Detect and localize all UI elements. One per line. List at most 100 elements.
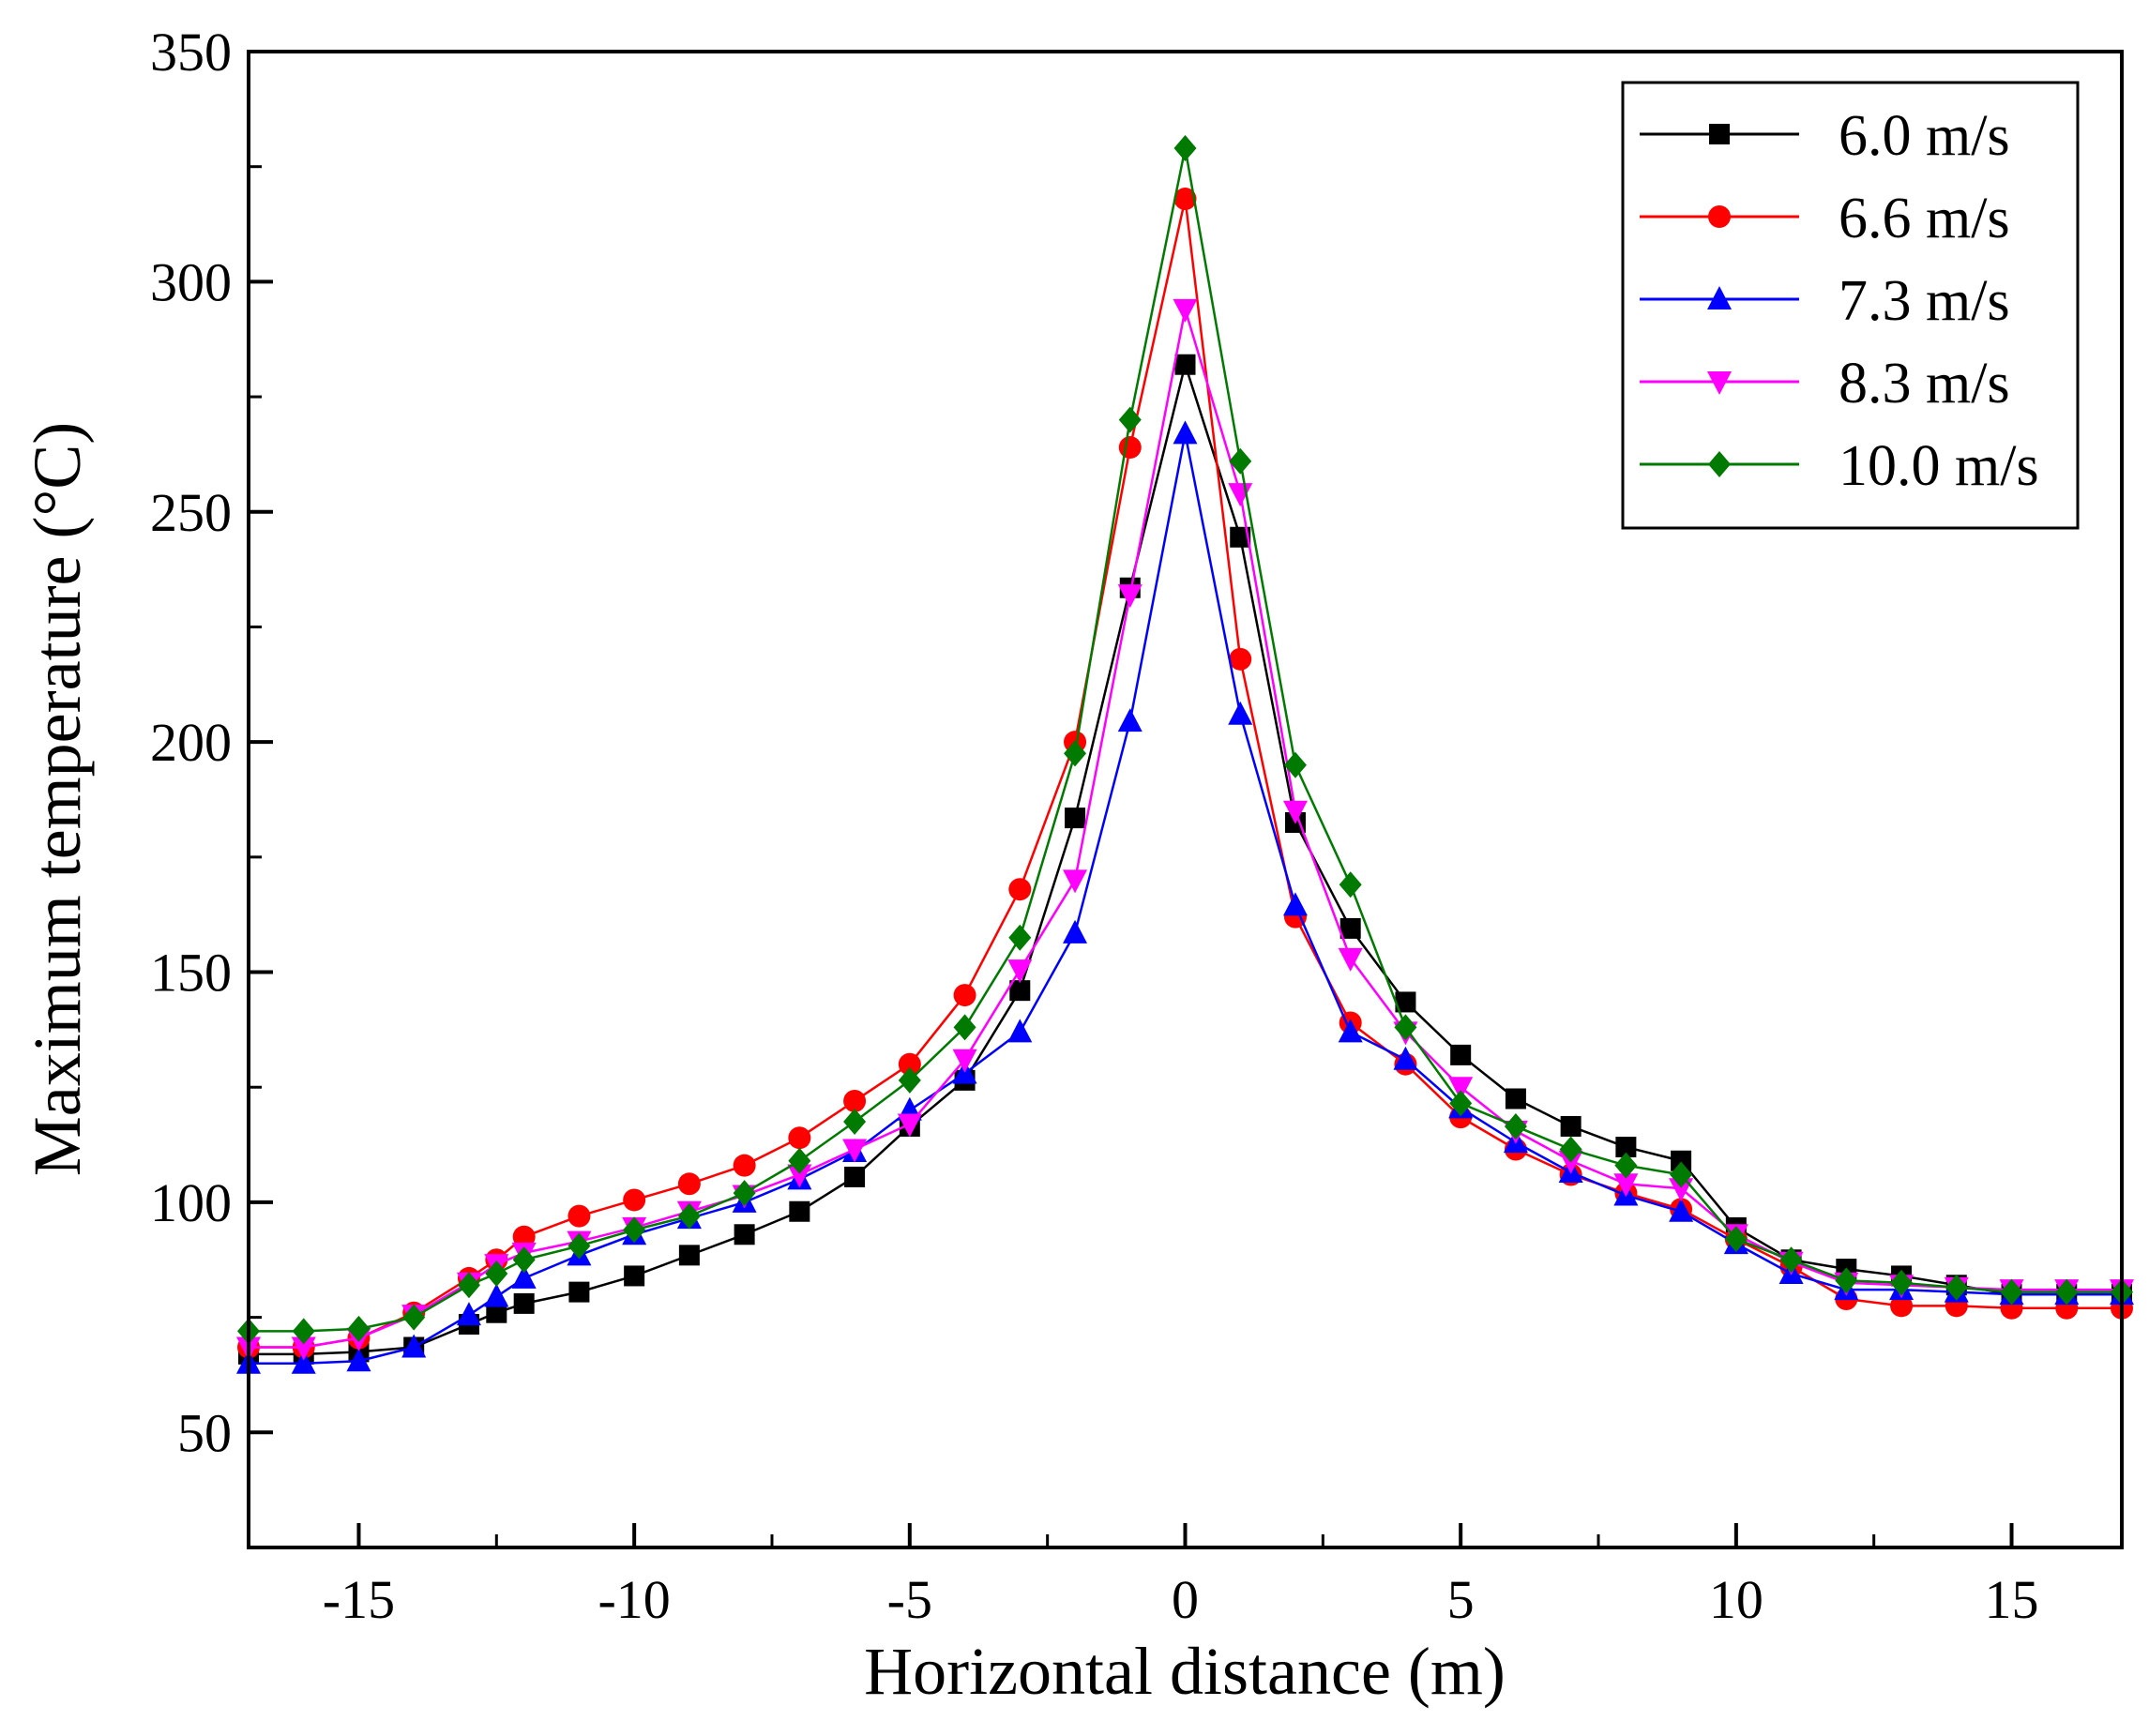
data-point: [1063, 919, 1088, 943]
legend-marker: [1707, 371, 1732, 395]
data-point: [1559, 1136, 1582, 1163]
data-point: [843, 1089, 867, 1112]
y-tick-label: 50: [177, 1402, 232, 1463]
data-point: [842, 1139, 868, 1163]
data-point: [1394, 1014, 1417, 1041]
legend-marker: [1708, 205, 1731, 228]
series-line: [249, 432, 2122, 1365]
x-tick-label: -15: [323, 1569, 395, 1630]
data-point: [1339, 917, 1361, 939]
data-point: [1173, 298, 1198, 323]
data-point: [1835, 1267, 1858, 1294]
y-tick-label: 250: [150, 482, 232, 543]
data-point: [953, 984, 976, 1007]
data-point: [1174, 354, 1196, 375]
data-point: [457, 1272, 480, 1299]
data-point: [2055, 1278, 2079, 1306]
data-point: [623, 1216, 646, 1244]
legend-label: 7.3 m/s: [1839, 269, 2010, 333]
data-point: [1229, 447, 1252, 475]
x-tick-label: 15: [1985, 1569, 2039, 1630]
x-tick-label: 10: [1709, 1569, 1763, 1630]
data-point: [1505, 1088, 1526, 1110]
data-point: [1065, 808, 1086, 829]
data-point: [1118, 406, 1142, 433]
data-point: [512, 1246, 536, 1274]
data-point: [486, 1302, 507, 1323]
legend-label: 8.3 m/s: [1839, 352, 2010, 415]
data-point: [678, 1245, 700, 1266]
data-point: [484, 1283, 509, 1307]
data-point: [1338, 947, 1363, 972]
data-point: [1228, 701, 1253, 725]
data-point: [1448, 1077, 1474, 1101]
legend-marker: [1707, 286, 1732, 309]
data-point: [2000, 1278, 2023, 1306]
data-point: [1890, 1269, 1914, 1296]
data-point: [623, 1188, 646, 1212]
data-point: [1009, 980, 1031, 1002]
data-point: [1395, 991, 1416, 1013]
data-point: [291, 1336, 316, 1361]
legend-marker: [1709, 124, 1730, 144]
data-point: [1670, 1161, 1693, 1188]
data-point: [1671, 1150, 1692, 1171]
data-point: [1118, 436, 1142, 460]
data-point: [346, 1348, 371, 1372]
data-point: [1615, 1137, 1637, 1158]
x-tick-label: -5: [887, 1569, 932, 1630]
legend: 6.0 m/s 6.6 m/s 7.3 m/s 8.3 m/s 10.0 m/s: [1621, 81, 2080, 530]
data-point: [513, 1292, 535, 1314]
data-point: [1173, 420, 1198, 445]
data-point: [1007, 1019, 1033, 1043]
legend-box: [1621, 81, 2080, 530]
legend-label: 6.6 m/s: [1839, 187, 2010, 250]
data-point: [788, 1147, 811, 1174]
data-point: [733, 1180, 756, 1207]
data-point: [456, 1302, 481, 1326]
legend-marker: [1708, 451, 1731, 477]
data-point: [897, 1113, 922, 1138]
data-point: [1669, 1198, 1694, 1222]
data-point: [1504, 1112, 1527, 1140]
x-tick-label: 0: [1172, 1569, 1199, 1630]
legend-item: 8.3 m/s: [1640, 352, 2010, 415]
data-point: [1560, 1115, 1581, 1137]
data-point: [1230, 526, 1251, 548]
x-axis-title: Horizontal distance (m): [864, 1634, 1506, 1709]
data-point: [1283, 751, 1307, 778]
data-point: [1669, 1178, 1694, 1202]
data-point: [898, 1052, 921, 1076]
data-point: [1063, 869, 1088, 894]
data-point: [1117, 584, 1143, 609]
axes-layer: -15 -10 -5 0 5 10 15 50 100 150 200 250 300 350: [150, 22, 2039, 1630]
data-point: [401, 1334, 427, 1358]
y-tick-label: 200: [150, 712, 232, 773]
data-point: [1724, 1226, 1748, 1253]
data-point: [1282, 892, 1308, 916]
data-point: [1008, 878, 1032, 901]
data-point: [788, 1126, 811, 1150]
legend-item: 6.0 m/s: [1640, 104, 2010, 168]
data-point: [733, 1154, 756, 1177]
data-point: [1613, 1173, 1639, 1198]
data-point: [898, 1066, 921, 1094]
legend-items: 6.0 m/s 6.6 m/s 7.3 m/s 8.3 m/s 10.0 m/s: [1640, 104, 2039, 498]
data-point: [843, 1109, 867, 1136]
data-point: [1338, 1019, 1363, 1043]
legend-item: 10.0 m/s: [1640, 434, 2039, 498]
data-point: [952, 1049, 977, 1073]
legend-label: 10.0 m/s: [1839, 434, 2039, 498]
data-point: [953, 1014, 976, 1041]
x-tick-label: -10: [598, 1569, 670, 1630]
data-point: [1007, 959, 1033, 984]
series-4: [237, 135, 2133, 1345]
data-point: [789, 1200, 810, 1222]
data-point: [485, 1260, 508, 1287]
y-tick-label: 350: [150, 22, 232, 83]
data-point: [1173, 188, 1197, 211]
y-tick-label: 150: [150, 943, 232, 1004]
data-point: [1393, 1046, 1418, 1070]
data-point: [1890, 1294, 1914, 1318]
